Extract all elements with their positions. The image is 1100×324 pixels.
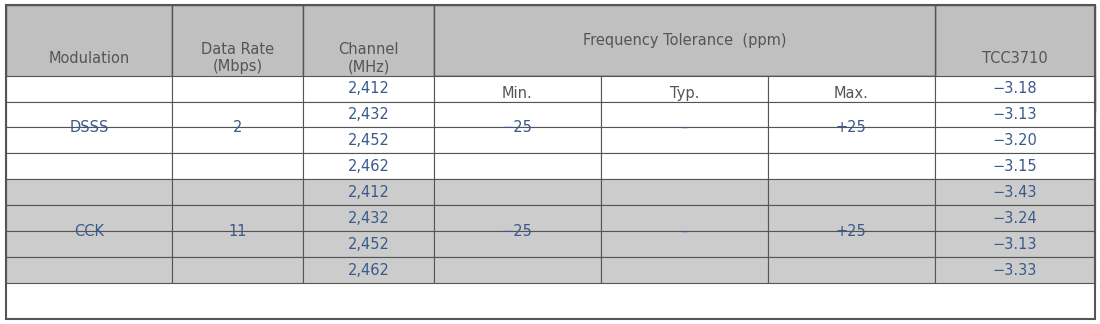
Text: 2,452: 2,452 — [348, 133, 389, 148]
Text: +25: +25 — [836, 224, 867, 239]
Bar — [601, 75, 768, 112]
Text: 2: 2 — [233, 120, 242, 135]
Text: −25: −25 — [502, 224, 532, 239]
Bar — [433, 101, 601, 127]
Bar — [935, 75, 1094, 101]
Bar — [768, 153, 935, 179]
Bar — [173, 75, 304, 101]
Bar — [433, 75, 601, 101]
Bar — [601, 127, 768, 153]
Bar — [768, 127, 935, 153]
Text: 11: 11 — [229, 224, 248, 239]
Bar — [173, 5, 304, 112]
Bar — [768, 75, 935, 101]
Bar — [304, 205, 433, 231]
Bar — [768, 179, 935, 205]
Bar — [935, 5, 1094, 112]
Bar — [304, 5, 433, 112]
Text: −3.15: −3.15 — [992, 159, 1037, 174]
Bar — [433, 127, 601, 153]
Bar — [935, 153, 1094, 179]
Text: −3.33: −3.33 — [992, 262, 1037, 278]
Bar — [433, 5, 935, 75]
Bar — [768, 257, 935, 283]
Bar — [768, 101, 935, 127]
Text: −25: −25 — [502, 120, 532, 135]
Bar — [6, 205, 173, 231]
Bar — [173, 231, 304, 257]
Bar — [173, 127, 304, 153]
Text: −3.20: −3.20 — [992, 133, 1037, 148]
Bar — [173, 205, 304, 231]
Bar — [173, 257, 304, 283]
Text: –: – — [681, 224, 688, 239]
Text: 2,412: 2,412 — [348, 185, 389, 200]
Text: DSSS: DSSS — [69, 120, 109, 135]
Text: 2,412: 2,412 — [348, 81, 389, 96]
Bar — [433, 179, 601, 205]
Bar — [601, 257, 768, 283]
Bar — [304, 179, 433, 205]
Bar — [6, 5, 173, 112]
Bar — [304, 75, 433, 101]
Bar — [6, 257, 173, 283]
Text: 2,452: 2,452 — [348, 237, 389, 252]
Bar — [601, 231, 768, 257]
Bar — [935, 101, 1094, 127]
Bar — [433, 205, 601, 231]
Text: Modulation: Modulation — [48, 51, 130, 66]
Bar — [768, 231, 935, 257]
Bar — [433, 257, 601, 283]
Text: −3.13: −3.13 — [992, 107, 1037, 122]
Text: Min.: Min. — [502, 86, 532, 101]
Bar — [601, 75, 768, 101]
Text: 2,462: 2,462 — [348, 262, 389, 278]
Text: TCC3710: TCC3710 — [982, 51, 1047, 66]
Text: Channel
(MHz): Channel (MHz) — [339, 42, 398, 75]
Bar — [433, 231, 601, 257]
Bar — [935, 257, 1094, 283]
Bar — [6, 231, 173, 257]
Bar — [304, 257, 433, 283]
Text: −3.43: −3.43 — [992, 185, 1037, 200]
Text: 2,432: 2,432 — [348, 107, 389, 122]
Text: Typ.: Typ. — [670, 86, 698, 101]
Bar — [601, 205, 768, 231]
Text: Frequency Tolerance  (ppm): Frequency Tolerance (ppm) — [583, 33, 786, 48]
Bar — [601, 179, 768, 205]
Bar — [304, 153, 433, 179]
Bar — [6, 179, 173, 205]
Text: −3.13: −3.13 — [992, 237, 1037, 252]
Text: –: – — [681, 120, 688, 135]
Text: Max.: Max. — [834, 86, 869, 101]
Bar — [601, 153, 768, 179]
Text: 2,432: 2,432 — [348, 211, 389, 226]
Bar — [304, 231, 433, 257]
Bar — [173, 153, 304, 179]
Text: CCK: CCK — [74, 224, 104, 239]
Bar — [433, 153, 601, 179]
Bar — [935, 179, 1094, 205]
Bar — [6, 127, 173, 153]
Bar — [6, 153, 173, 179]
Bar — [935, 231, 1094, 257]
Bar — [935, 205, 1094, 231]
Bar — [768, 205, 935, 231]
Bar — [935, 127, 1094, 153]
Bar — [304, 101, 433, 127]
Text: −3.24: −3.24 — [992, 211, 1037, 226]
Text: 2,462: 2,462 — [348, 159, 389, 174]
Bar — [173, 101, 304, 127]
Bar — [173, 179, 304, 205]
Text: Data Rate
(Mbps): Data Rate (Mbps) — [201, 42, 274, 75]
Bar — [6, 75, 173, 101]
Text: −3.18: −3.18 — [992, 81, 1037, 96]
Bar — [433, 75, 601, 112]
Bar — [6, 101, 173, 127]
Bar — [601, 101, 768, 127]
Bar — [304, 127, 433, 153]
Bar — [768, 75, 935, 112]
Text: +25: +25 — [836, 120, 867, 135]
